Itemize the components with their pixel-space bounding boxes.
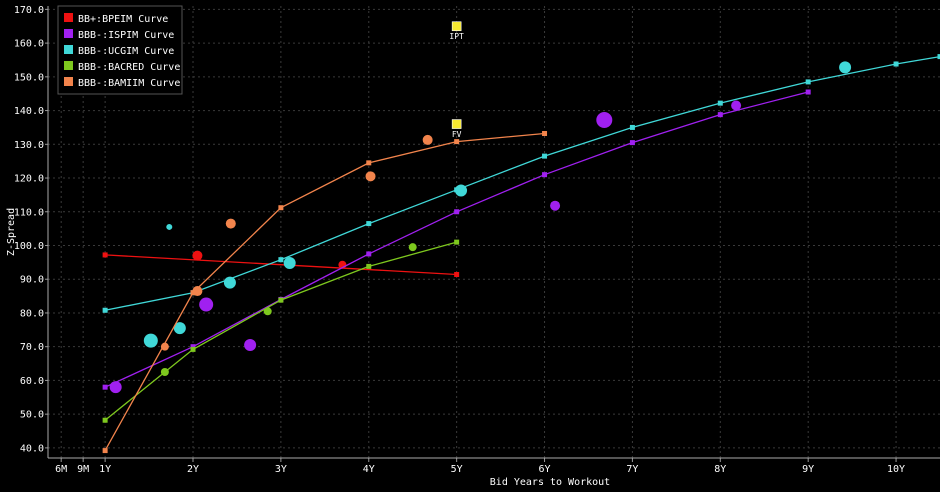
legend-swatch [64,29,73,38]
bond-point [161,368,169,376]
bond-point [161,343,169,351]
curve-node [454,272,459,277]
y-tick-label: 150.0 [14,72,44,83]
curve-node [103,308,108,313]
legend-swatch [64,77,73,86]
curve-node [366,221,371,226]
curve-node [366,160,371,165]
x-tick-label: 8Y [714,464,726,475]
curve-node [542,172,547,177]
y-tick-label: 90.0 [20,275,44,286]
bond-point [244,339,256,351]
bond-point [366,171,376,181]
bond-point [192,286,202,296]
y-tick-label: 50.0 [20,410,44,421]
y-tick-label: 40.0 [20,443,44,454]
curve-node [366,251,371,256]
curve-node [806,90,811,95]
curve-node [630,140,635,145]
curve-node [278,257,283,262]
bond-point [110,381,122,393]
curve-node [806,79,811,84]
curve-node [103,252,108,257]
curve-node [454,139,459,144]
legend-swatch [64,61,73,70]
x-tick-label: 6M [55,464,67,475]
curve-node [718,112,723,117]
bond-point [409,243,417,251]
y-tick-label: 130.0 [14,140,44,151]
curve-node [103,448,108,453]
y-tick-label: 80.0 [20,308,44,319]
y-tick-label: 110.0 [14,207,44,218]
curve-node [454,209,459,214]
bond-point [166,224,172,230]
y-tick-label: 60.0 [20,376,44,387]
y-tick-label: 100.0 [14,241,44,252]
bond-point [731,101,741,111]
y-tick-label: 140.0 [14,106,44,117]
marker-label: IPT [449,32,464,41]
curve-node [718,101,723,106]
curve-node [103,385,108,390]
curve-node [454,240,459,245]
x-tick-label: 9M [77,464,89,475]
curve-node [278,298,283,303]
x-axis-title: Bid Years to Workout [490,477,610,488]
x-tick-label: 4Y [363,464,375,475]
curve-node [191,347,196,352]
y-tick-label: 170.0 [14,5,44,16]
marker-label: FV [452,130,462,139]
curve-node [894,62,899,67]
curve-node [542,131,547,136]
x-tick-label: 5Y [451,464,463,475]
x-tick-label: 7Y [626,464,638,475]
y-axis-title: Z-Spread [6,208,17,256]
legend-label: BBB-:ISPIM Curve [78,30,174,41]
curve-node [366,264,371,269]
legend-swatch [64,45,73,54]
x-tick-label: 6Y [539,464,551,475]
bond-point [199,298,213,312]
bond-point [284,257,296,269]
curve-node [103,418,108,423]
legend-label: BBB-:BAMIIM Curve [78,78,180,89]
x-tick-label: 9Y [802,464,814,475]
curve-node [278,205,283,210]
bond-point [423,135,433,145]
curve-node [630,125,635,130]
bond-point [264,307,272,315]
bond-point [455,185,467,197]
bond-point [550,201,560,211]
marker-fv [452,120,461,129]
legend-label: BBB-:BACRED Curve [78,62,180,73]
bond-point [839,61,851,73]
y-tick-label: 160.0 [14,39,44,50]
bond-point [192,251,202,261]
legend-label: BB+:BPEIM Curve [78,14,168,25]
x-tick-label: 3Y [275,464,287,475]
marker-ipt [452,22,461,31]
bond-point [226,219,236,229]
bond-point [596,112,612,128]
y-tick-label: 120.0 [14,174,44,185]
x-tick-label: 10Y [887,464,905,475]
bond-point [144,334,158,348]
legend-label: BBB-:UCGIM Curve [78,46,174,57]
bond-point [224,277,236,289]
legend-swatch [64,13,73,22]
curve-node [542,154,547,159]
x-tick-label: 1Y [99,464,111,475]
x-tick-label: 2Y [187,464,199,475]
y-tick-label: 70.0 [20,342,44,353]
